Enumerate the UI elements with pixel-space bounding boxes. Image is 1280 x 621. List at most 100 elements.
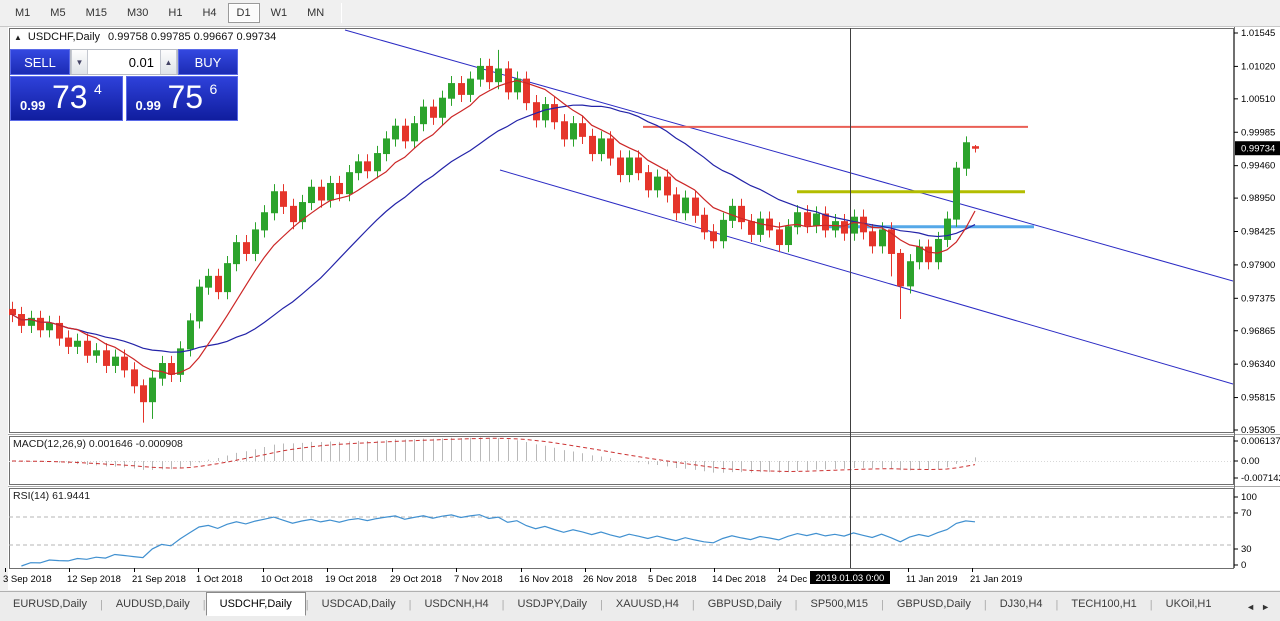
rsi-line [21,514,976,567]
chart-tab-audusd-daily[interactable]: AUDUSD,Daily [115,598,190,610]
chart-tab-eurusd-daily[interactable]: EURUSD,Daily [13,598,87,610]
buy-button[interactable]: BUY [178,49,238,75]
crosshair-date-marker [810,571,890,584]
chart-symbol-label: USDCHF,Daily [27,31,101,43]
rsi-axis-label: 30 [1241,544,1252,555]
timeframe-button-m5[interactable]: M5 [41,3,74,23]
candle-body [318,186,325,201]
candle-body [149,377,156,403]
candle-body [822,213,829,231]
volume-control: ▼ ▲ [70,49,178,75]
sell-price-panel[interactable]: 0.99 73 4 [10,76,123,121]
timeframe-button-m15[interactable]: M15 [77,3,116,23]
candle-body [131,369,138,387]
timeframe-button-m30[interactable]: M30 [118,3,157,23]
candle-body [271,191,278,214]
price-axis-label: 1.00510 [1241,94,1275,105]
chart-tab-ukoil-h1[interactable]: UKOil,H1 [1165,598,1212,610]
candle-body [925,246,932,263]
candle-body [243,242,250,254]
candle-body [692,197,699,216]
tab-separator: | [408,599,412,611]
price-axis-label: 0.98425 [1241,227,1275,238]
chevron-down-icon: ▼ [75,57,84,67]
chart-tab-dj30-h4[interactable]: DJ30,H4 [999,598,1043,610]
ma-slow-line[interactable] [11,104,976,353]
candle-body [813,213,820,226]
candle-body [617,157,624,176]
candle-body [963,142,970,169]
rsi-panel-title: RSI(14) 61.9441 [13,490,90,502]
tabs-scroll-right-icon[interactable]: ► [1261,602,1270,612]
one-click-trading-widget: SELL ▼ ▲ BUY 0.99 73 4 0.99 75 6 [10,49,238,121]
candle-body [187,320,194,350]
date-axis-label: 5 Dec 2018 [648,574,697,585]
timeframe-button-h1[interactable]: H1 [159,3,191,23]
sell-button[interactable]: SELL [10,49,70,75]
main-chart-layer [9,29,1233,423]
sell-price-sup: 4 [94,81,102,97]
candle-body [252,229,259,254]
chart-tab-usdjpy-daily[interactable]: USDJPY,Daily [517,598,588,610]
candle-body [308,186,315,204]
candle-body [766,218,773,231]
collapse-icon[interactable]: ▲ [14,33,22,42]
candle-body [486,65,493,83]
candle-body [953,167,960,220]
rsi-plot[interactable] [9,488,1234,569]
timeframe-button-d1[interactable]: D1 [227,3,260,23]
chart-tab-sp500-m15[interactable]: SP500,M15 [810,598,869,610]
timeframe-button-m1[interactable]: M1 [6,3,39,23]
candle-body [430,106,437,118]
chart-tab-gbpusd-daily[interactable]: GBPUSD,Daily [707,598,782,610]
candle-body [626,157,633,176]
candle-body [589,135,596,155]
candle-body [103,350,110,366]
tab-separator: | [691,599,695,611]
volume-decrease-button[interactable]: ▼ [71,50,88,74]
buy-price-big: 75 [167,79,204,115]
date-axis-label: 14 Dec 2018 [712,574,766,585]
candle-body [327,182,334,201]
timeframe-toolbar: M1 M5 M15 M30 H1 H4 D1 W1 MN [0,0,1280,27]
candle-body [177,348,184,375]
candle-body [804,212,811,226]
macd-plot[interactable] [9,436,1234,485]
tab-separator: | [501,599,505,611]
macd-signal-line [11,437,976,473]
crosshair-date-label: 2019.01.03 0:00 [816,573,885,584]
candle-body [215,275,222,293]
candle-body [785,226,792,246]
chart-tab-usdchf-daily[interactable]: USDCHF,Daily [205,592,306,616]
candle-body [561,121,568,140]
buy-price-small: 0.99 [135,98,161,113]
timeframe-button-mn[interactable]: MN [298,3,333,23]
tabs-scroll-left-icon[interactable]: ◄ [1246,602,1256,612]
candle-body [879,229,886,247]
chart-tab-xauusd-h4[interactable]: XAUUSD,H4 [615,598,679,610]
candle-body [972,146,979,149]
volume-increase-button[interactable]: ▲ [160,50,177,74]
timeframe-button-w1[interactable]: W1 [262,3,297,23]
chart-tab-tech100-h1[interactable]: TECH100,H1 [1071,598,1137,610]
candle-body [9,308,16,316]
buy-price-panel[interactable]: 0.99 75 6 [125,76,238,121]
candle-body [935,238,942,263]
timeframe-button-h4[interactable]: H4 [193,3,225,23]
trendline-lower[interactable] [499,169,1233,385]
candle-body [290,205,297,223]
date-axis-label: 21 Sep 2018 [132,574,186,585]
volume-input[interactable] [88,50,160,74]
chart-tab-gbpusd-daily[interactable]: GBPUSD,Daily [896,598,971,610]
ma-fast-line[interactable] [11,79,976,376]
candle-body [364,161,371,172]
chart-tab-usdcad-daily[interactable]: USDCAD,Daily [321,598,396,610]
macd-axis-label: -0.007142 [1241,473,1280,484]
chart-tab-usdcnh-h4[interactable]: USDCNH,H4 [424,598,489,610]
candle-body [897,252,904,287]
date-axis-label: 19 Oct 2018 [325,574,377,585]
price-axis-label: 0.95815 [1241,393,1275,404]
status-strip [0,616,1280,621]
candle-body [439,97,446,118]
